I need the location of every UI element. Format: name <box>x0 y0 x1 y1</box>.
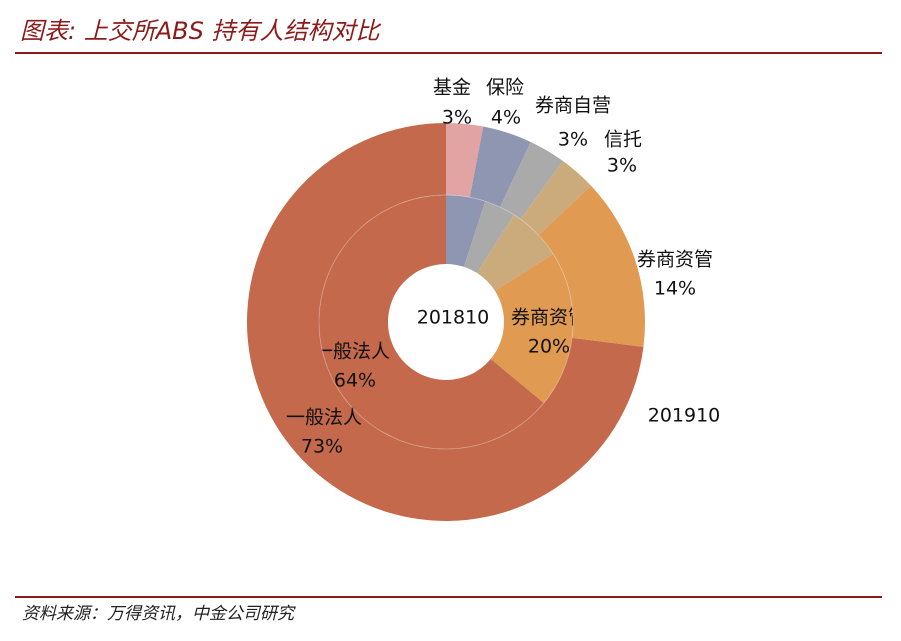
donut-segment <box>469 126 531 208</box>
category-label: 一般法人 <box>286 407 362 429</box>
category-label: 一般法人 <box>314 341 390 363</box>
donut-segment <box>446 195 486 267</box>
source-note: 资料来源：万得资讯，中金公司研究 <box>22 604 296 624</box>
category-label: 基金 <box>433 77 471 99</box>
ring-divider <box>318 194 574 450</box>
value-label: 64% <box>334 370 376 392</box>
category-label: 券商资管 <box>511 307 587 329</box>
donut-segment <box>490 253 573 403</box>
donut-segment <box>500 141 563 220</box>
donut-segment <box>477 214 554 291</box>
donut-segment <box>538 185 645 347</box>
donut-segment <box>246 123 644 521</box>
category-label: 保险 <box>486 77 524 99</box>
value-label: 3% <box>607 155 637 177</box>
value-label: 4% <box>491 107 521 129</box>
value-label: 3% <box>442 107 472 129</box>
donut-segment <box>318 195 544 449</box>
value-label: 14% <box>654 278 696 300</box>
donut-segment <box>446 123 484 198</box>
value-label: 73% <box>301 436 343 458</box>
ring-label: 201910 <box>648 405 721 427</box>
category-label: 信托 <box>604 129 642 151</box>
category-label: 券商资管 <box>637 249 713 271</box>
category-label: 券商自营 <box>535 95 611 117</box>
value-label: 20% <box>528 336 570 358</box>
ring-label: 201810 <box>417 307 490 329</box>
donut-segment <box>463 201 515 274</box>
chart-title: 图表: 上交所ABS 持有人结构对比 <box>20 17 381 45</box>
value-label: 3% <box>558 129 588 151</box>
donut-segment <box>520 161 592 236</box>
